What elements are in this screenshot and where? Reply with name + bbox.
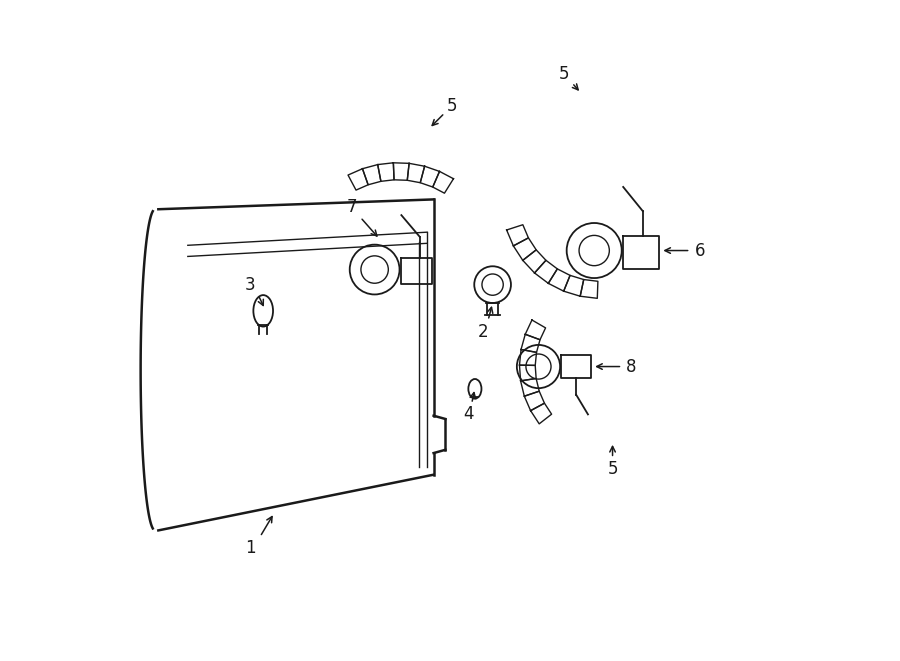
Text: 5: 5 xyxy=(446,97,457,114)
Text: 3: 3 xyxy=(245,276,256,293)
Text: 2: 2 xyxy=(478,323,488,341)
Text: 4: 4 xyxy=(464,405,473,423)
Text: 7: 7 xyxy=(346,198,357,215)
Text: 8: 8 xyxy=(626,358,637,375)
Text: 6: 6 xyxy=(695,241,705,260)
Text: 5: 5 xyxy=(559,65,570,83)
Text: 5: 5 xyxy=(608,461,617,479)
Text: 1: 1 xyxy=(245,539,256,557)
